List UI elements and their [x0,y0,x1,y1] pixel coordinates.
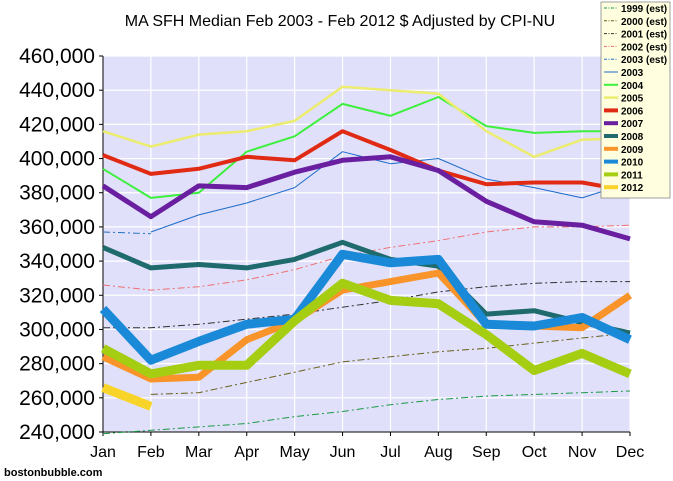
y-tick-label: 320,000 [19,284,95,307]
series-line-2002-est [102,224,631,291]
y-tick-label: 380,000 [19,182,95,205]
legend-label: 2002 (est) [621,42,667,53]
series-line-2010 [99,249,632,365]
x-tick-label: Dec [616,444,644,461]
x-tick-label: Nov [568,444,596,461]
legend-label: 2008 [621,132,644,143]
y-tick-label: 280,000 [19,353,95,376]
series-line-2000-est [150,332,631,395]
y-tick-label: 400,000 [19,148,95,171]
y-tick-label: 260,000 [19,387,95,410]
legend-label: 2004 [621,81,644,92]
series-line-2008 [102,239,631,336]
series-line-2012 [101,383,153,411]
legend-label: 2007 [621,119,644,130]
series-line-2003 [150,151,631,233]
y-tick-label: 460,000 [19,45,95,68]
x-tick-label: Jun [330,444,356,461]
legend-label: 2006 [621,106,644,117]
y-axis: 240,000 260,000 280,000 300,000 320,000 340,0… [19,45,103,444]
x-axis: Jan Feb Mar Apr May Jun Jul Aug Sep Oct Nov Dec [90,432,644,461]
x-tick-label: Oct [522,444,547,461]
series-line-2005 [102,85,631,159]
x-tick-label: Aug [424,444,452,461]
legend-label: 2011 [621,170,643,181]
y-tick-label: 440,000 [19,79,95,102]
series-line-2007 [101,154,631,242]
x-tick-label: May [280,444,310,461]
chart-title: MA SFH Median Feb 2003 - Feb 2012 $ Adju… [125,13,555,30]
y-tick-label: 300,000 [19,318,95,341]
legend-label: 2001 (est) [621,30,667,41]
series-lines [99,85,632,435]
legend-label: 2003 [621,68,644,79]
x-tick-label: Jan [90,444,116,461]
x-tick-label: Apr [234,444,260,461]
y-tick-label: 360,000 [19,216,95,239]
x-tick-label: Feb [137,444,165,461]
y-tick-label: 420,000 [19,113,95,136]
y-tick-label: 340,000 [19,250,95,273]
series-line-2011 [100,278,632,379]
legend: 1999 (est) 2000 (est) 2001 (est)2002 (est)… [600,1,671,199]
legend-label: 2003 (est) [621,55,667,66]
series-line-2006 [102,129,631,193]
source-credit: bostonbubble.com [4,467,103,479]
series-line-2001-est [103,281,630,329]
legend-label: 2000 (est) [621,17,667,28]
x-tick-label: Sep [472,444,501,461]
legend-label: 2005 [621,94,644,105]
y-tick-label: 240,000 [19,421,95,444]
legend-label: 2009 [621,145,644,156]
x-tick-label: Jul [380,444,400,461]
series-line-1999-est [102,390,631,435]
x-tick-label: Mar [185,444,213,461]
legend-label: 2012 [621,183,644,194]
legend-label: 2010 [621,158,644,169]
legend-box [600,1,671,199]
legend-label: 1999 (est) [621,4,667,15]
